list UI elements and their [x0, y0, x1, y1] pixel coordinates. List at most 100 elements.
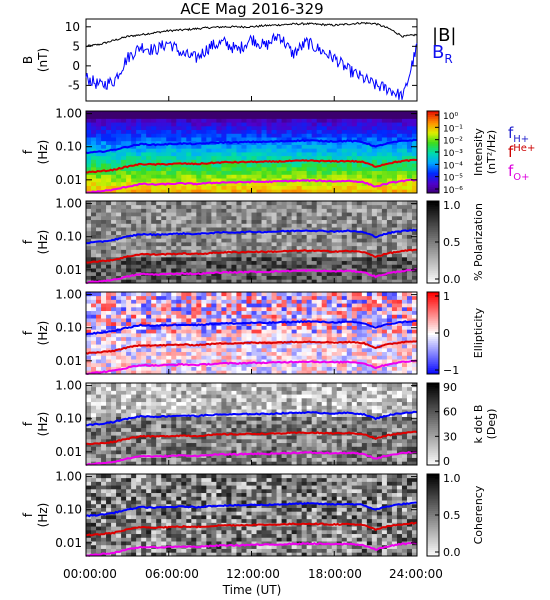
heatmap-cell [341, 125, 348, 131]
heatmap-cell [401, 227, 408, 232]
heatmap-cell [381, 122, 388, 127]
heatmap-cell [401, 148, 408, 153]
heatmap-cell [331, 111, 338, 116]
heatmap-cell [171, 420, 177, 425]
heatmap-cell [256, 310, 262, 315]
heatmap-cell [121, 268, 127, 273]
heatmap-cell [276, 129, 282, 134]
heatmap-cell [156, 390, 162, 395]
heatmap-cell [136, 137, 142, 142]
heatmap-cell [171, 159, 177, 164]
heatmap-cell [261, 185, 267, 190]
heatmap-cell [106, 435, 112, 440]
heatmap-cell [171, 394, 177, 399]
heatmap-cell [146, 215, 152, 221]
heatmap-cell [146, 370, 152, 375]
heatmap-cell [206, 201, 212, 206]
heatmap-cell [341, 260, 348, 265]
heatmap-cell [226, 201, 232, 206]
heatmap-cell [111, 140, 117, 145]
heatmap-cell [131, 189, 137, 194]
heatmap-cell [221, 215, 227, 221]
heatmap-cell [231, 215, 237, 221]
heatmap-cell [316, 310, 323, 315]
heatmap-cell [256, 260, 262, 265]
heatmap-cell [141, 366, 147, 371]
heatmap-cell [161, 185, 167, 190]
heatmap-cell [186, 279, 192, 284]
heatmap-cell [286, 370, 293, 375]
heatmap-cell [181, 133, 187, 138]
heatmap-cell [396, 318, 403, 323]
heatmap-cell [96, 230, 102, 235]
heatmap-cell [411, 370, 418, 375]
heatmap-cell [151, 355, 157, 360]
heatmap-cell [366, 366, 373, 371]
heatmap-cell [141, 122, 147, 127]
freq-ytick-label: 0.10 [55, 321, 82, 335]
heatmap-cell [291, 118, 298, 123]
heatmap-cell [116, 383, 122, 388]
colorbar-step [427, 121, 439, 124]
heatmap-cell [226, 166, 232, 172]
heatmap-cell [136, 450, 142, 455]
heatmap-cell [171, 144, 177, 149]
heatmap-cell [126, 152, 132, 157]
heatmap-cell [191, 292, 197, 297]
heatmap-cell [166, 306, 172, 312]
heatmap-cell [161, 163, 167, 168]
heatmap-cell [361, 268, 368, 273]
heatmap-cell [301, 370, 308, 375]
heatmap-cell [261, 344, 267, 349]
heatmap-cell [331, 223, 338, 228]
heatmap-cell [281, 189, 288, 194]
heatmap-cell [201, 333, 207, 338]
heatmap-cell [271, 125, 277, 131]
heatmap-cell [261, 268, 267, 273]
heatmap-cell [236, 318, 242, 323]
heatmap-cell [116, 450, 122, 455]
heatmap-cell [126, 409, 132, 414]
heatmap-cell [296, 344, 303, 349]
heatmap-cell [86, 386, 92, 391]
heatmap-cell [256, 359, 262, 364]
heatmap-cell [111, 178, 117, 183]
heatmap-cell [216, 271, 222, 276]
heatmap-cell [196, 329, 202, 334]
heatmap-cell [96, 242, 102, 247]
heatmap-cell [136, 212, 142, 217]
heatmap-cell [166, 227, 172, 232]
heatmap-cell [146, 366, 152, 371]
heatmap-cell [86, 340, 92, 345]
heatmap-cell [341, 178, 348, 183]
heatmap-cell [366, 189, 373, 194]
heatmap-cell [376, 299, 383, 304]
heatmap-cell [166, 442, 172, 447]
heatmap-cell [231, 329, 237, 334]
heatmap-cell [151, 314, 157, 319]
heatmap-cell [126, 140, 132, 145]
heatmap-cell [236, 329, 242, 334]
heatmap-cell [111, 215, 117, 221]
heatmap-cell [176, 170, 182, 175]
heatmap-cell [141, 148, 147, 153]
heatmap-cell [266, 303, 272, 308]
heatmap-cell [311, 271, 318, 276]
heatmap-cell [281, 310, 288, 315]
heatmap-cell [201, 340, 207, 345]
heatmap-cell [226, 114, 232, 119]
heatmap-cell [381, 219, 388, 224]
heatmap-cell [341, 137, 348, 142]
heatmap-cell [336, 208, 343, 213]
heatmap-cell [341, 268, 348, 273]
heatmap-cell [291, 181, 298, 186]
heatmap-cell [406, 275, 413, 280]
heatmap-cell [351, 219, 358, 224]
heatmap-cell [116, 295, 122, 300]
heatmap-cell [346, 325, 353, 330]
heatmap-cell [156, 409, 162, 414]
heatmap-cell [116, 174, 122, 179]
heatmap-cell [341, 234, 348, 239]
heatmap-cell [151, 137, 157, 142]
heatmap-cell [346, 144, 353, 149]
